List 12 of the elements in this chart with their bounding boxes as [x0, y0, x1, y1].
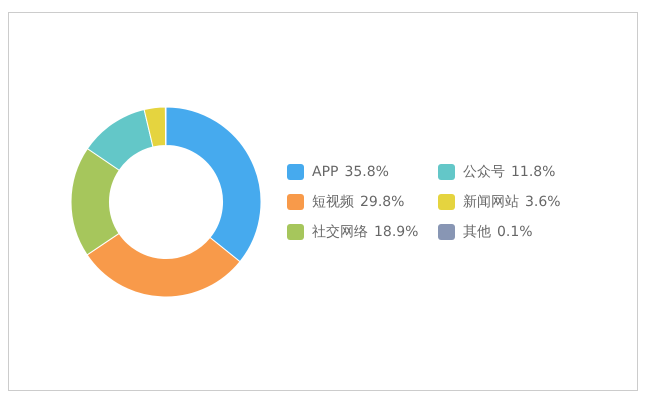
data-label: 29.8%: [360, 194, 404, 210]
legend-label: APP: [312, 164, 338, 180]
data-label: 35.8%: [344, 164, 389, 180]
legend-label: 公众号: [463, 164, 505, 180]
data-label: 11.8%: [511, 164, 556, 180]
legend-label: 社交网络: [312, 224, 368, 240]
legend-label: 短视频: [312, 194, 354, 210]
data-label: 0.1%: [497, 224, 533, 240]
legend-label: 新闻网站: [463, 194, 519, 210]
legend-label: 其他: [463, 224, 491, 240]
data-label: 3.6%: [525, 194, 561, 210]
data-label: 18.9%: [374, 224, 418, 240]
